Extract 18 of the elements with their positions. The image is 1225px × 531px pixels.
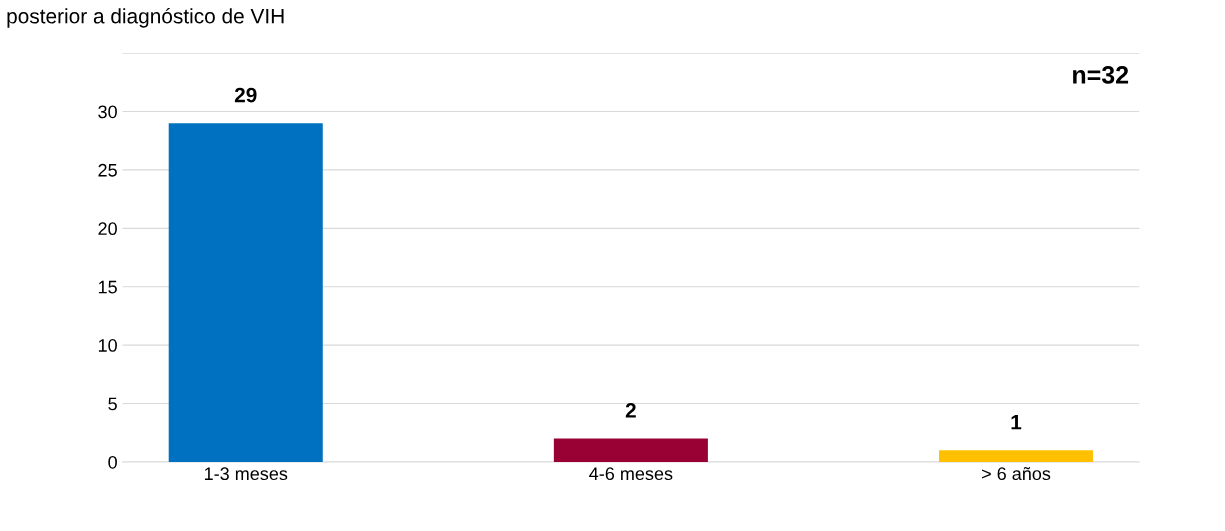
bar (553, 438, 708, 462)
y-tick-label: 5 (108, 397, 117, 411)
y-tick-label: 15 (98, 280, 117, 294)
y-tick-label: 10 (98, 339, 117, 352)
data-label: 2 (625, 403, 636, 418)
x-tick-label: > 6 años (982, 466, 1051, 481)
x-tick-label: 4-6 meses (589, 467, 673, 481)
bar (168, 123, 323, 462)
y-tick-label: 0 (108, 455, 117, 469)
chart-title: posterior a diagnóstico de VIH (7, 7, 284, 28)
x-tick-label: 1-3 meses (204, 467, 288, 481)
y-tick-label: 30 (98, 105, 117, 119)
annotation: n=32 (1073, 66, 1129, 84)
data-label: 1 (1011, 414, 1022, 430)
y-tick-label: 25 (98, 163, 117, 177)
y-tick-label: 20 (98, 222, 117, 236)
bar (938, 450, 1094, 462)
data-label: 29 (234, 87, 257, 103)
